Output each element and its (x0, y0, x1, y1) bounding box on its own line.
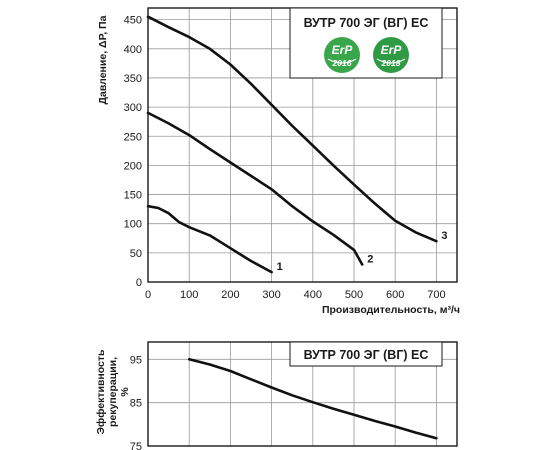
pressure-y-axis-label: Давление, ΔP, Па (97, 15, 109, 104)
erp-badge-circle (373, 37, 409, 73)
pressure-y-tick-label: 300 (124, 102, 142, 114)
efficiency-title-box: ВУТР 700 ЭГ (ВГ) ЕС (289, 341, 443, 367)
pressure-curve-1 (146, 204, 273, 274)
efficiency-curves (187, 358, 438, 440)
pressure-curve-label-2: 2 (367, 254, 373, 266)
pressure-curve-2 (146, 111, 364, 266)
pressure-x-tick-label: 300 (262, 289, 280, 301)
pressure-curve-3 (146, 15, 438, 243)
pressure-x-tick-label: 700 (427, 289, 445, 301)
pressure-y-tick-label: 200 (124, 160, 142, 172)
erp-badge-circle (324, 37, 360, 73)
pressure-y-tick-label: 0 (136, 277, 142, 289)
pressure-curves: 1 2 3 (146, 15, 448, 274)
efficiency-y-axis-label-line: рекуперации, (107, 357, 119, 427)
efficiency-y-tick-label: 75 (130, 441, 142, 450)
pressure-y-tick-label: 450 (124, 15, 142, 27)
erp-badge-swoosh (327, 58, 357, 64)
pressure-x-tick-label: 500 (345, 289, 363, 301)
pressure-x-axis-label: Производительность, м³/ч (322, 304, 460, 316)
pressure-y-tick-label: 350 (124, 73, 142, 85)
pressure-curve-label-3: 3 (441, 230, 447, 242)
pressure-tick-labels: 0 100 200 300 400 500 600 700 0 50 100 150 200 250 300… (124, 15, 446, 301)
efficiency-tick-labels: 75 85 95 (130, 354, 142, 450)
pressure-x-tick-label: 600 (386, 289, 404, 301)
erp-badge-text: ErP (332, 43, 354, 57)
erp-badge-year: 2018 (381, 58, 401, 68)
pressure-x-tick-label: 0 (145, 289, 151, 301)
efficiency-title-box-frame (289, 341, 443, 367)
efficiency-y-axis-label: Эффективностьрекуперации,% (95, 349, 131, 434)
pressure-x-tick-label: 200 (221, 289, 239, 301)
pressure-y-tick-label: 150 (124, 190, 142, 202)
pressure-x-tick-label: 100 (180, 289, 198, 301)
pressure-curve-label-1: 1 (277, 261, 283, 273)
pressure-y-tick-label: 400 (124, 44, 142, 56)
erp-badge-text: ErP (381, 43, 403, 57)
pressure-y-tick-label: 50 (130, 248, 142, 260)
pressure-chart: 1 2 3 0 100 200 300 400 500 600 700 0 50 100 150 200 25… (97, 7, 460, 316)
efficiency-y-tick-label: 95 (130, 354, 142, 366)
erp-badge-swoosh (376, 58, 406, 64)
efficiency-y-tick-label: 85 (130, 398, 142, 410)
pressure-y-tick-label: 250 (124, 131, 142, 143)
pressure-title-box-frame (289, 7, 443, 79)
erp-badge-year: 2016 (332, 58, 352, 68)
efficiency-y-axis-label-line: % (119, 387, 131, 397)
efficiency-curve (187, 358, 438, 440)
efficiency-y-axis-label-line: Эффективность (95, 349, 107, 434)
pressure-x-tick-label: 400 (304, 289, 322, 301)
efficiency-chart: 75 85 95 ВУТР 700 ЭГ (ВГ) ЕС Эффективность… (95, 341, 458, 450)
pressure-y-tick-label: 100 (124, 219, 142, 231)
efficiency-chart-title: ВУТР 700 ЭГ (ВГ) ЕС (304, 348, 429, 362)
pressure-chart-title: ВУТР 700 ЭГ (ВГ) ЕС (304, 16, 429, 30)
